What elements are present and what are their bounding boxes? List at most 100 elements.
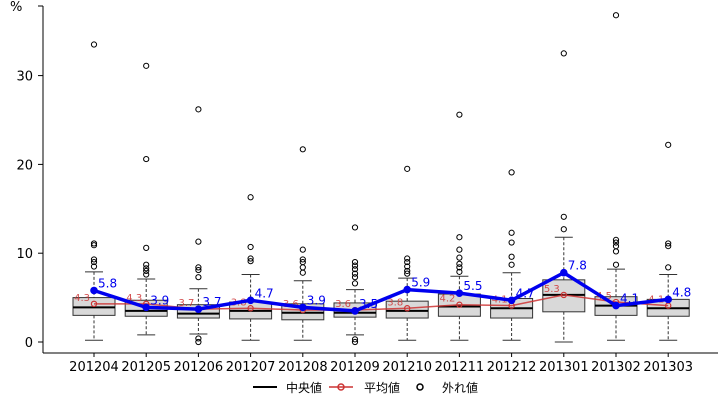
x-tick-label: 201301 — [539, 360, 589, 375]
outlier-point — [143, 271, 150, 278]
series-data-label: 4.1 — [620, 292, 639, 306]
y-unit-label: % — [10, 0, 22, 15]
outlier-point — [456, 254, 463, 261]
box-201207 — [229, 194, 273, 341]
outlier-point — [560, 226, 567, 233]
series-point — [246, 296, 255, 305]
legend-mean-label: 平均値 — [364, 380, 400, 395]
outlier-point — [665, 264, 672, 271]
outlier-point — [143, 261, 150, 268]
outlier-point — [351, 270, 359, 277]
outlier-point — [195, 274, 202, 281]
x-tick-label: 201209 — [330, 360, 380, 375]
series-point — [403, 285, 412, 294]
series-data-label: 5.5 — [463, 279, 482, 293]
legend-outlier-marker — [416, 383, 424, 391]
outlier-point — [90, 242, 98, 249]
series-data-label: 3.9 — [150, 293, 169, 307]
series-data-label: 4.7 — [516, 286, 535, 300]
y-tick-label: 30 — [16, 70, 33, 85]
box-201204 — [72, 41, 116, 341]
x-tick-label: 201206 — [174, 360, 224, 375]
series-point — [664, 295, 673, 304]
mean-data-label: 3.8 — [387, 297, 403, 308]
outlier-point — [665, 240, 672, 247]
mean-data-label: 4.2 — [439, 294, 455, 305]
outlier-point — [351, 224, 359, 231]
series-data-label: 3.7 — [202, 295, 221, 309]
outlier-point — [560, 50, 567, 57]
legend-outlier-label: 外れ値 — [442, 380, 478, 395]
outlier-point — [612, 248, 620, 255]
outlier-point — [195, 106, 202, 113]
y-tick-label: 0 — [25, 336, 33, 351]
outlier-point — [195, 338, 202, 346]
legend-median-label: 中央値 — [286, 380, 322, 395]
mean-point — [456, 301, 463, 308]
outlier-point — [612, 239, 620, 246]
outlier-point — [351, 258, 359, 266]
series-data-label: 3.5 — [359, 297, 378, 311]
mean-point — [404, 305, 411, 312]
outlier-point — [299, 264, 306, 271]
outlier-point — [195, 238, 202, 245]
outlier-point — [143, 265, 150, 272]
mean-point — [247, 305, 254, 312]
series-line — [93, 270, 669, 313]
outlier-point — [456, 264, 463, 271]
outlier-point — [90, 240, 98, 247]
outlier-point — [351, 338, 359, 346]
outlier-point — [351, 336, 359, 343]
outlier-point — [508, 239, 515, 246]
outlier-point — [299, 246, 306, 253]
x-tick-label: 201302 — [591, 360, 641, 375]
series-point — [351, 307, 359, 315]
outlier-point — [299, 258, 306, 266]
x-tick-label: 201205 — [121, 360, 171, 375]
series-point — [559, 268, 568, 277]
outlier-point — [612, 12, 620, 19]
outlier-point — [90, 258, 98, 266]
outlier-point — [195, 264, 202, 271]
outlier-point — [351, 266, 359, 273]
outlier-point — [456, 260, 463, 267]
box-201209 — [333, 224, 377, 346]
outlier-point — [90, 41, 98, 48]
outlier-point — [351, 262, 359, 269]
outlier-point — [508, 253, 515, 260]
x-tick-label: 201207 — [226, 360, 276, 375]
mean-data-label: 4.3 — [74, 293, 90, 304]
series-point — [455, 289, 464, 297]
legend: 中央値 平均値 外れ値 — [253, 380, 478, 395]
series-point — [194, 305, 203, 313]
outlier-point — [560, 213, 567, 220]
x-tick-label: 201212 — [487, 360, 537, 375]
mean-data-label: 3.6 — [335, 299, 351, 310]
series-point — [142, 303, 151, 312]
outlier-point — [247, 258, 254, 265]
outlier-point — [404, 263, 411, 270]
outlier-point — [299, 269, 306, 276]
x-tick-label: 201204 — [69, 360, 119, 375]
outlier-point — [247, 243, 254, 251]
y-tick-label: 10 — [16, 247, 33, 262]
outlier-point — [665, 242, 672, 250]
outlier-point — [247, 194, 254, 201]
outlier-point — [456, 268, 463, 275]
mean-data-label: 4.3 — [126, 293, 142, 304]
outlier-point — [404, 165, 411, 172]
outlier-point — [612, 236, 620, 243]
outlier-point — [404, 270, 411, 277]
y-tick-label: 20 — [16, 158, 33, 173]
outlier-point — [508, 261, 515, 268]
series-data-label: 5.9 — [411, 276, 430, 290]
outlier-point — [456, 246, 463, 253]
outlier-point — [612, 261, 620, 268]
outlier-point — [90, 256, 98, 263]
x-tick-label: 201208 — [278, 360, 328, 375]
outlier-point — [143, 62, 150, 69]
x-tick-label: 201210 — [382, 360, 432, 375]
x-tick-label: 201303 — [643, 360, 693, 375]
series-point — [507, 296, 516, 305]
